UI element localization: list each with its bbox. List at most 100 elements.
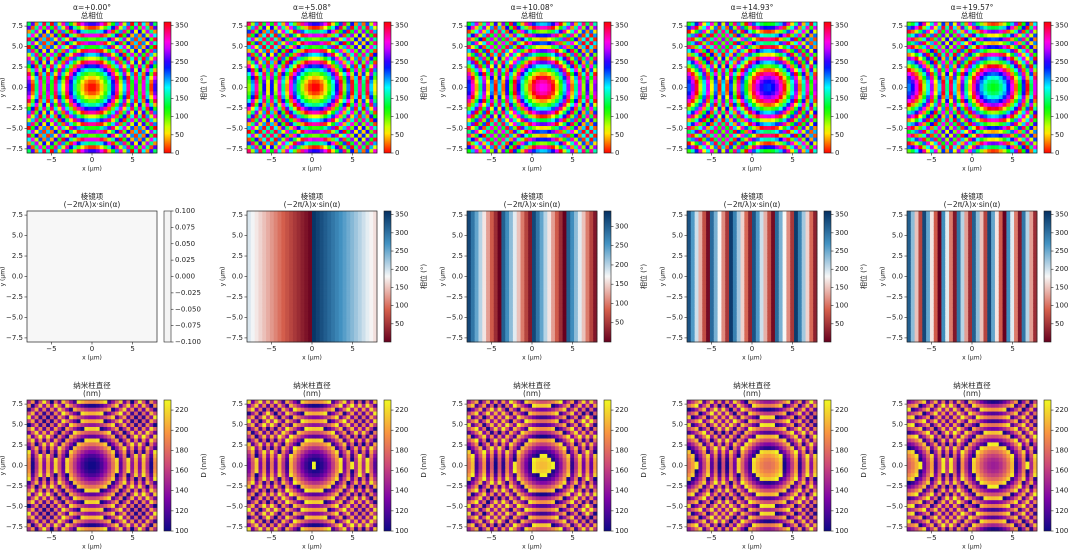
heatmap-cell (528, 145, 532, 149)
heatmap-cell (103, 130, 107, 134)
heatmap-cell (771, 37, 775, 41)
heatmap-cell (482, 118, 486, 122)
heatmap-cell (486, 61, 490, 65)
heatmap-cell (475, 61, 479, 65)
heatmap-cell (790, 111, 794, 115)
heatmap-cell (532, 107, 536, 111)
heatmap-cell (771, 145, 775, 149)
heatmap-cell (358, 114, 362, 118)
heatmap-cell (346, 91, 350, 95)
heatmap-cell (710, 103, 714, 107)
heatmap-cell (123, 88, 127, 92)
heatmap-cell (77, 118, 81, 122)
heatmap-cell (547, 41, 551, 45)
heatmap-cell (331, 111, 335, 115)
heatmap-cell (73, 103, 77, 107)
heatmap-cell (149, 57, 153, 61)
heatmap-cell (540, 114, 544, 118)
heatmap-cell (752, 118, 756, 122)
heatmap-cell (790, 103, 794, 107)
heatmap-cell (741, 122, 745, 126)
heatmap-cell (806, 26, 810, 30)
heatmap-cell (505, 72, 509, 76)
heatmap-cell (798, 134, 802, 138)
heatmap-cell (733, 91, 737, 95)
heatmap-cell (482, 134, 486, 138)
heatmap-cell (524, 53, 528, 57)
heatmap-cell (486, 141, 490, 145)
heatmap-cell (339, 141, 343, 145)
heatmap-cell (346, 103, 350, 107)
heatmap-cell (729, 111, 733, 115)
heatmap-cell (786, 95, 790, 99)
heatmap-cell (58, 57, 62, 61)
heatmap-cell (687, 91, 691, 95)
heatmap-cell (563, 95, 567, 99)
heatmap-cell (706, 118, 710, 122)
heatmap-cell (130, 61, 134, 65)
heatmap-cell (61, 68, 65, 72)
heatmap-cell (58, 72, 62, 76)
heatmap-cell (737, 99, 741, 103)
heatmap-cell (366, 34, 370, 38)
heatmap-cell (293, 64, 297, 68)
heatmap-cell (130, 76, 134, 80)
heatmap-cell (532, 114, 536, 118)
heatmap-cell (103, 114, 107, 118)
heatmap-cell (794, 130, 798, 134)
heatmap-cell (721, 138, 725, 142)
heatmap-cell (517, 41, 521, 45)
heatmap-cell (100, 138, 104, 142)
heatmap-cell (297, 138, 301, 142)
heatmap-cell (38, 49, 42, 53)
heatmap-cell (729, 53, 733, 57)
heatmap-cell (111, 26, 115, 30)
heatmap-cell (266, 107, 270, 111)
heatmap-cell (123, 126, 127, 130)
heatmap-cell (251, 99, 255, 103)
heatmap-cell (42, 26, 46, 30)
heatmap-cell (100, 45, 104, 49)
heatmap-cell (551, 57, 555, 61)
heatmap-cell (149, 22, 153, 26)
heatmap-cell (81, 41, 85, 45)
heatmap-cell (790, 107, 794, 111)
heatmap-cell (61, 122, 65, 126)
heatmap-cell (540, 68, 544, 72)
heatmap-cell (42, 45, 46, 49)
heatmap-cell (142, 61, 146, 65)
heatmap-cell (27, 76, 31, 80)
heatmap-cell (513, 41, 517, 45)
heatmap-cell (247, 72, 251, 76)
heatmap-cell (142, 118, 146, 122)
heatmap-cell (790, 30, 794, 34)
heatmap-cell (501, 88, 505, 92)
heatmap-cell (327, 64, 331, 68)
heatmap-cell (270, 72, 274, 76)
heatmap-cell (54, 84, 58, 88)
heatmap-cell (88, 84, 92, 88)
heatmap-cell (266, 114, 270, 118)
heatmap-cell (698, 26, 702, 30)
heatmap-cell (563, 45, 567, 49)
heatmap-cell (482, 53, 486, 57)
heatmap-cell (498, 57, 502, 61)
heatmap-cell (130, 34, 134, 38)
heatmap-cell (490, 30, 494, 34)
heatmap-cell (806, 41, 810, 45)
heatmap-cell (58, 84, 62, 88)
heatmap-cell (760, 122, 764, 126)
heatmap-cell (478, 145, 482, 149)
heatmap-cell (88, 103, 92, 107)
heatmap-cell (119, 76, 123, 80)
heatmap-cell (297, 72, 301, 76)
heatmap-cell (274, 76, 278, 80)
heatmap-cell (517, 76, 521, 80)
heatmap-cell (335, 84, 339, 88)
heatmap-cell (698, 138, 702, 142)
heatmap-cell (498, 130, 502, 134)
heatmap-cell (130, 107, 134, 111)
heatmap-cell (339, 45, 343, 49)
heatmap-cell (149, 118, 153, 122)
heatmap-cell (35, 80, 39, 84)
